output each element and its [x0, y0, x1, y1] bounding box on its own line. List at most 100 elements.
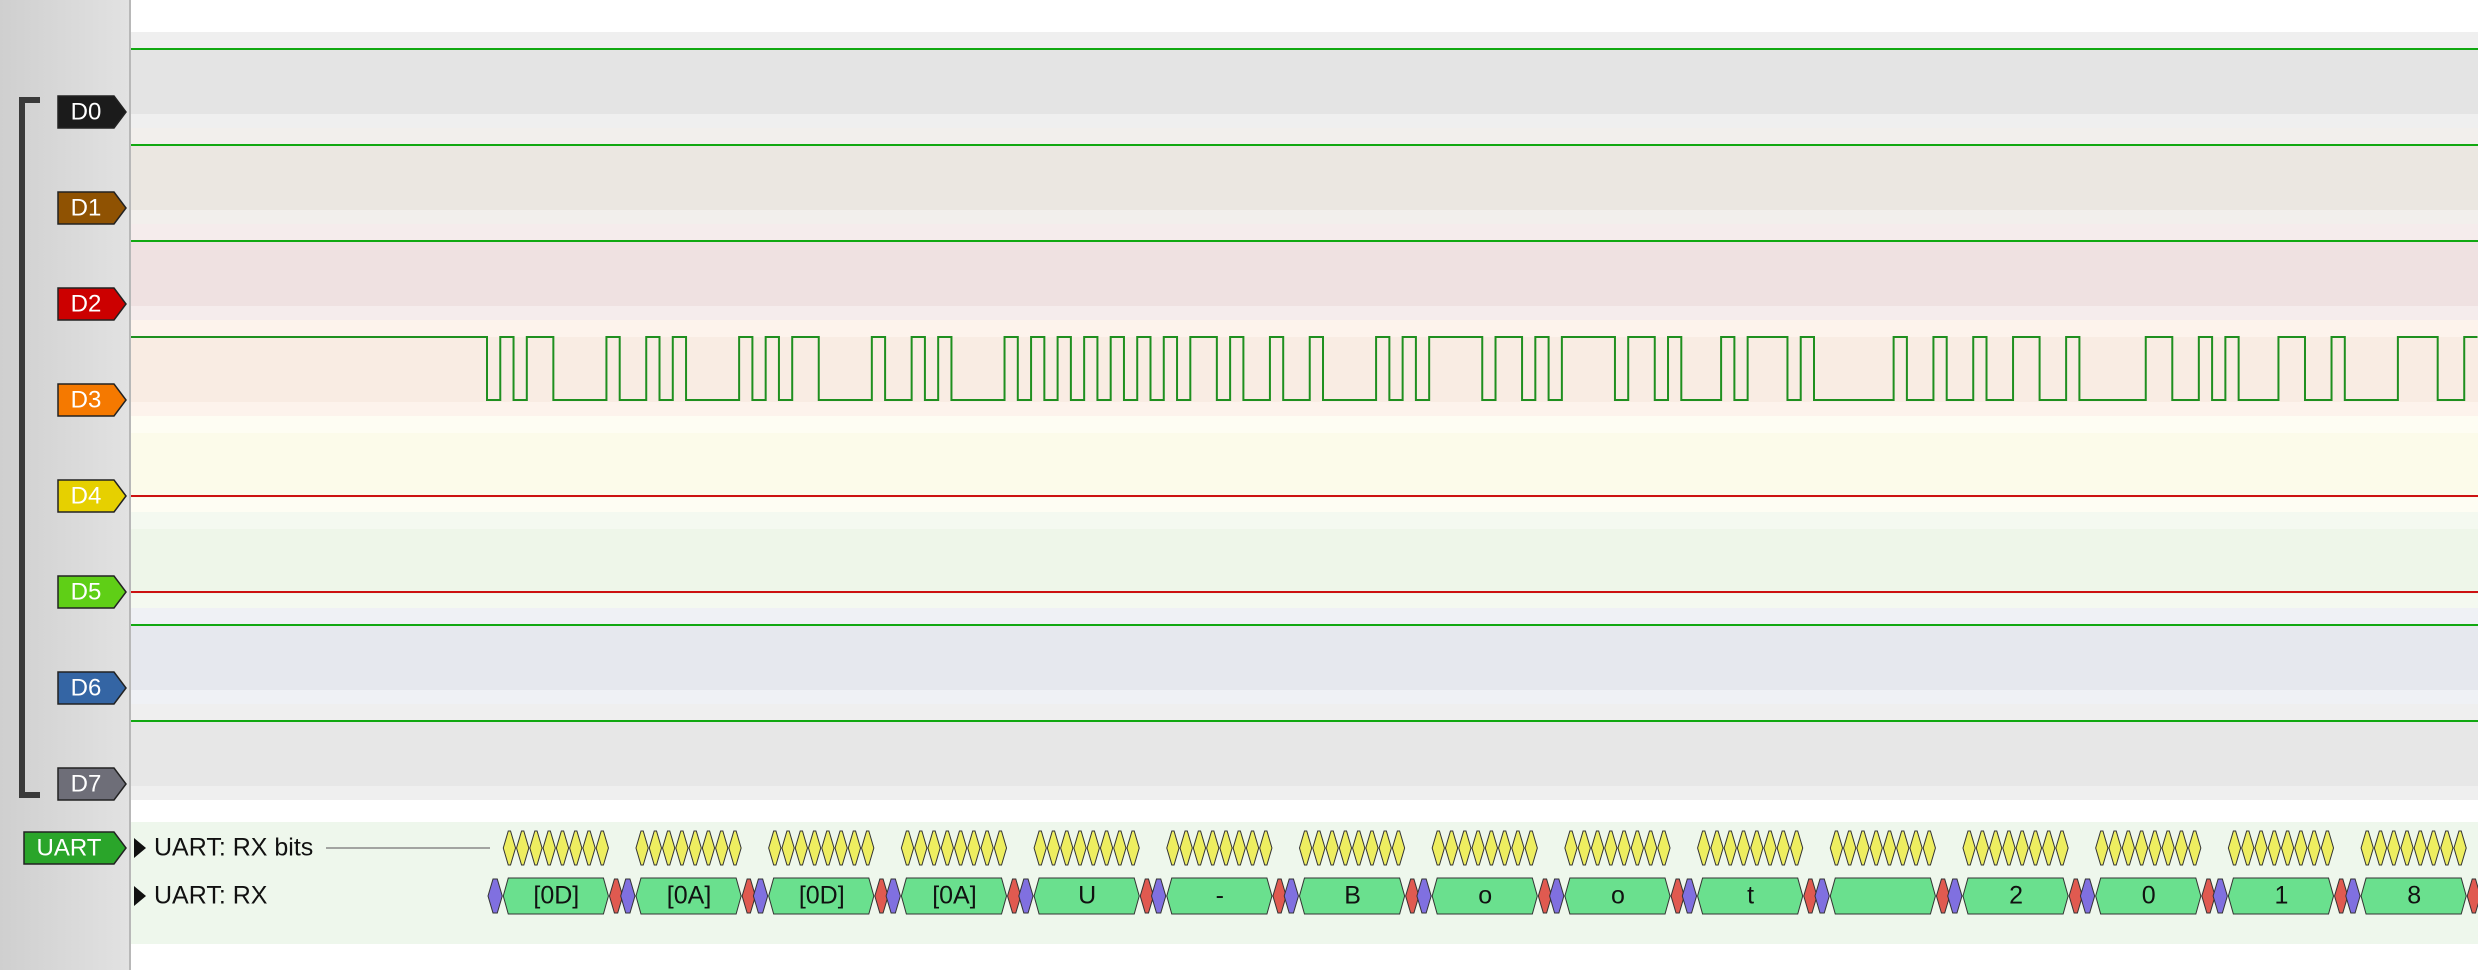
rx-bit: [1338, 830, 1353, 866]
rx-bit: [635, 830, 649, 866]
start-bit: [1681, 878, 1698, 914]
rx-byte: [1431, 877, 1538, 915]
rx-byte: [900, 877, 1008, 915]
rx-bit: [1060, 830, 1074, 866]
rx-bit: [1444, 830, 1459, 866]
rx-bit: [2188, 830, 2202, 866]
channel-label: D6: [71, 674, 102, 701]
rx-bit: [927, 830, 941, 866]
rx-bit: [1657, 830, 1671, 866]
rx-bit: [555, 830, 570, 866]
rx-bit: [516, 830, 530, 866]
rx-bit: [1365, 830, 1379, 866]
rx-bit: [2174, 830, 2189, 866]
channel-label: D7: [71, 770, 102, 797]
expand-arrow: [134, 838, 146, 858]
rx-bit: [1325, 830, 1339, 866]
start-bit: [885, 878, 901, 914]
rx-bit: [1073, 830, 1087, 866]
rx-bit: [781, 830, 795, 866]
rx-byte-label: t: [1747, 882, 1754, 910]
start-bit: [1018, 878, 1034, 914]
rx-bit: [2400, 830, 2414, 866]
start-bit: [1150, 878, 1167, 914]
start-bit: [2079, 878, 2096, 914]
rx-byte-label: [0A]: [932, 882, 976, 910]
rx-bit: [1763, 830, 1777, 866]
rx-bit: [1882, 830, 1897, 866]
rx-bit: [2294, 830, 2308, 866]
start-bit: [1283, 878, 1299, 914]
rx-byte: [1564, 877, 1671, 915]
rx-bit: [1630, 830, 1645, 866]
rx-byte-label: 8: [2407, 882, 2421, 910]
rx-bit: [1352, 830, 1366, 866]
rx-byte: [1166, 877, 1273, 915]
rx-bit: [993, 830, 1008, 866]
rx-bit: [2161, 830, 2175, 866]
rx-bit: [1126, 830, 1140, 866]
rx-bit: [2121, 830, 2136, 866]
rx-bit: [2387, 830, 2401, 866]
rx-byte: [502, 877, 609, 915]
rx-byte-label: 0: [2142, 882, 2156, 910]
channel-band: [131, 433, 2478, 498]
rx-bit: [2373, 830, 2388, 866]
rx-bit: [2108, 830, 2122, 866]
rx-bit: [1564, 830, 1578, 866]
rx-bit: [1497, 830, 1512, 866]
rx-bit: [1511, 830, 1525, 866]
rx-bit: [953, 830, 968, 866]
rx-bit: [1577, 830, 1591, 866]
rx-bit: [1192, 830, 1207, 866]
group-bracket: [19, 97, 40, 798]
rx-bit: [2280, 830, 2295, 866]
channel-band: [131, 721, 2478, 786]
rx-bit: [1431, 830, 1445, 866]
rx-bit: [1922, 830, 1936, 866]
rx-bit: [1962, 830, 1976, 866]
rx-byte-label: [0D]: [533, 882, 579, 910]
rx-bit: [2360, 830, 2374, 866]
rx-bit: [1245, 830, 1260, 866]
decoder-row-label: UART: RX: [154, 882, 268, 910]
rx-byte: [768, 877, 875, 915]
rx-byte-label: 1: [2274, 882, 2288, 910]
rx-bit: [2028, 830, 2043, 866]
start-bit: [752, 878, 769, 914]
rx-bit: [834, 830, 848, 866]
channel-label: D5: [71, 578, 102, 605]
rx-bit: [1312, 830, 1326, 866]
rx-bit: [688, 830, 702, 866]
rx-bit: [582, 830, 596, 866]
rx-bit: [2320, 830, 2335, 866]
rx-byte-label: [0D]: [799, 882, 845, 910]
rx-bit: [1086, 830, 1100, 866]
rx-bit: [1033, 830, 1047, 866]
rx-bit: [1471, 830, 1485, 866]
rx-bit: [1206, 830, 1220, 866]
rx-bit: [648, 830, 663, 866]
channel-label: D2: [71, 290, 102, 317]
rx-bit: [2002, 830, 2016, 866]
rx-byte: [1697, 877, 1804, 915]
rx-bit: [1710, 830, 1724, 866]
start-bit: [620, 878, 636, 914]
rx-byte: [2360, 877, 2467, 915]
start-bit: [2345, 878, 2361, 914]
expand-arrow: [134, 886, 146, 906]
rx-bit: [2453, 830, 2467, 866]
rx-bit: [1975, 830, 1990, 866]
channel-label: D1: [71, 194, 102, 221]
channel-band: [131, 625, 2478, 690]
rx-bit: [1113, 830, 1127, 866]
rx-bit: [2426, 830, 2441, 866]
rx-bit: [1458, 830, 1472, 866]
rx-bit: [1988, 830, 2003, 866]
start-bit: [1814, 878, 1830, 914]
rx-bit: [1750, 830, 1764, 866]
rx-bit: [2095, 830, 2109, 866]
rx-bit: [1298, 830, 1313, 866]
rx-bit: [1829, 830, 1844, 866]
